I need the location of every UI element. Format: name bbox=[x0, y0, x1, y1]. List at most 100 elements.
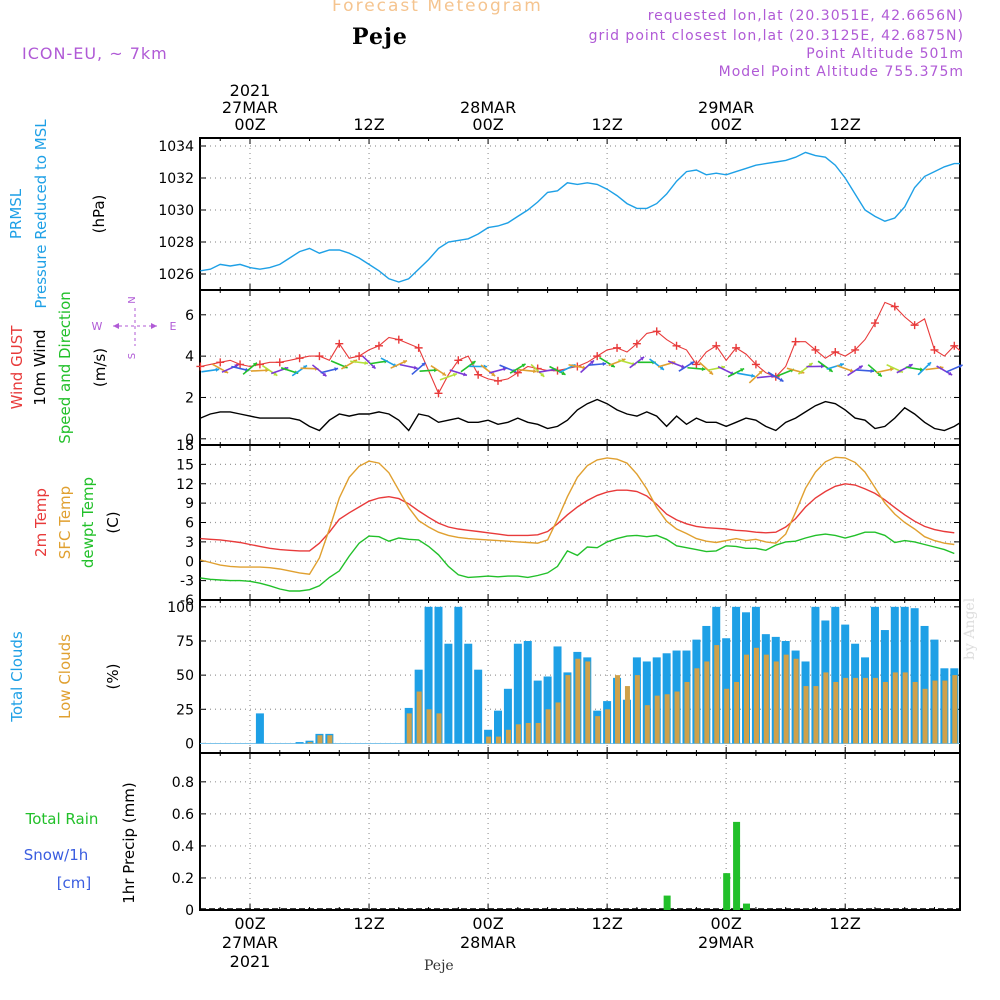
wind-arrow-head bbox=[215, 367, 220, 372]
gust-marker bbox=[870, 319, 879, 328]
cloud-bar-total bbox=[533, 680, 542, 744]
gust-marker bbox=[236, 360, 245, 369]
cloud-bar-low bbox=[803, 686, 809, 744]
wind-arrow-head bbox=[561, 371, 566, 375]
gust-marker bbox=[434, 389, 443, 398]
wind-arrow-head bbox=[322, 372, 327, 377]
model-altitude: Model Point Altitude 755.375m bbox=[718, 64, 964, 80]
cloud-bar-total bbox=[464, 643, 473, 744]
y-axis-label: Speed and Direction bbox=[56, 291, 74, 444]
y-tick-label: 0 bbox=[185, 554, 194, 570]
gust-marker bbox=[414, 343, 423, 352]
wind-arrow-head bbox=[533, 369, 537, 374]
y-axis-label: Total Clouds bbox=[8, 631, 26, 723]
precip-bar bbox=[663, 895, 671, 910]
rain-label: Total Rain bbox=[25, 810, 99, 828]
compass-arrow bbox=[151, 323, 157, 329]
cloud-bar-low bbox=[773, 661, 779, 744]
wind-arrow-head bbox=[442, 371, 447, 376]
gust-marker bbox=[216, 358, 225, 367]
cloud-bar-low bbox=[664, 694, 670, 744]
y-tick-label: 15 bbox=[176, 457, 194, 473]
wind-arrow-head bbox=[621, 358, 626, 363]
time-label-top: 12Z bbox=[830, 115, 861, 134]
gust-marker bbox=[474, 370, 483, 379]
wind-arrow-head bbox=[302, 365, 307, 370]
time-label-top: 00Z bbox=[234, 115, 265, 134]
series-line-2m Temp bbox=[200, 483, 955, 552]
time-label-bottom: 12Z bbox=[830, 914, 861, 933]
cloud-bar-total bbox=[444, 643, 453, 744]
cloud-bar-low bbox=[724, 688, 730, 744]
cloud-bar-total bbox=[642, 661, 651, 744]
cloud-bar-low bbox=[793, 658, 799, 744]
cloud-bar-total bbox=[255, 713, 264, 744]
wind-arrow-head bbox=[758, 370, 763, 375]
time-label-top: 12Z bbox=[591, 115, 622, 134]
cloud-bar-low bbox=[585, 661, 591, 744]
time-label-top: 29MAR bbox=[698, 98, 754, 117]
gust-marker bbox=[494, 376, 502, 385]
compass-e: E bbox=[170, 320, 177, 333]
gust-marker bbox=[355, 352, 364, 361]
wind-arrow-head bbox=[334, 367, 339, 372]
y-tick-label: 0 bbox=[185, 903, 194, 919]
cloud-bar-low bbox=[684, 681, 690, 744]
time-label-bottom: 27MAR bbox=[222, 933, 278, 952]
cloud-bar-low bbox=[872, 677, 878, 744]
cloud-bar-low bbox=[565, 675, 571, 744]
time-label-top: 28MAR bbox=[460, 98, 516, 117]
y-tick-label: -6 bbox=[180, 593, 194, 609]
compass-n: N bbox=[127, 296, 138, 303]
chart-title: Forecast Meteogram bbox=[332, 0, 543, 16]
cloud-bar-low bbox=[942, 680, 948, 744]
gust-marker bbox=[712, 341, 721, 350]
gust-marker bbox=[255, 360, 264, 369]
cloud-bar-low bbox=[545, 709, 551, 744]
gust-marker bbox=[295, 354, 304, 363]
series-line-undefined bbox=[200, 151, 960, 283]
cloud-bar-low bbox=[783, 654, 789, 744]
wind-arrow-head bbox=[402, 360, 407, 364]
cloud-bar-low bbox=[763, 654, 769, 744]
cloud-bar-low bbox=[902, 672, 908, 744]
wind-arrow-head bbox=[602, 361, 607, 366]
cloud-bar-low bbox=[932, 680, 938, 744]
cloud-bar-low bbox=[704, 661, 710, 744]
wind-arrow-head bbox=[751, 373, 755, 378]
gust-marker bbox=[613, 343, 622, 352]
compass-w: W bbox=[92, 320, 103, 333]
y-tick-label: 0.8 bbox=[172, 775, 194, 791]
cloud-bar-low bbox=[734, 681, 740, 744]
y-axis-label: (%) bbox=[104, 664, 122, 690]
gust-marker bbox=[692, 360, 701, 369]
snow-label: Snow/1h bbox=[24, 846, 89, 864]
wind-arrow-head bbox=[540, 372, 545, 377]
wind-arrow-head bbox=[452, 372, 457, 377]
wind-arrow-head bbox=[958, 364, 963, 369]
gust-marker bbox=[910, 321, 919, 330]
location-title: Peje bbox=[352, 24, 408, 50]
gust-marker bbox=[593, 352, 602, 361]
gust-marker bbox=[394, 335, 403, 344]
cloud-bar-low bbox=[426, 709, 432, 744]
cloud-bar-total bbox=[474, 669, 483, 744]
wind-arrow-head bbox=[870, 368, 875, 374]
cloud-bar-low bbox=[912, 681, 918, 744]
y-axis-label: Low Clouds bbox=[56, 634, 74, 719]
precip-axis-label: 1hr Precip (mm) bbox=[120, 782, 138, 903]
wind-arrow-head bbox=[858, 365, 863, 370]
y-axis-label: dewpt Temp bbox=[79, 477, 97, 568]
cloud-bar-total bbox=[910, 608, 919, 744]
gust-marker bbox=[950, 341, 959, 350]
cloud-bar-total bbox=[494, 710, 502, 744]
cloud-bar-low bbox=[575, 658, 581, 744]
wind-arrow-head bbox=[948, 371, 953, 376]
gust-marker bbox=[791, 337, 800, 346]
cloud-bar-low bbox=[644, 705, 650, 744]
wind-arrow-head bbox=[491, 372, 496, 377]
wind-arrow-head bbox=[701, 366, 706, 372]
gust-marker bbox=[930, 345, 939, 354]
cloud-bar-low bbox=[605, 709, 611, 744]
series-line-dewpt Temp bbox=[200, 531, 955, 592]
